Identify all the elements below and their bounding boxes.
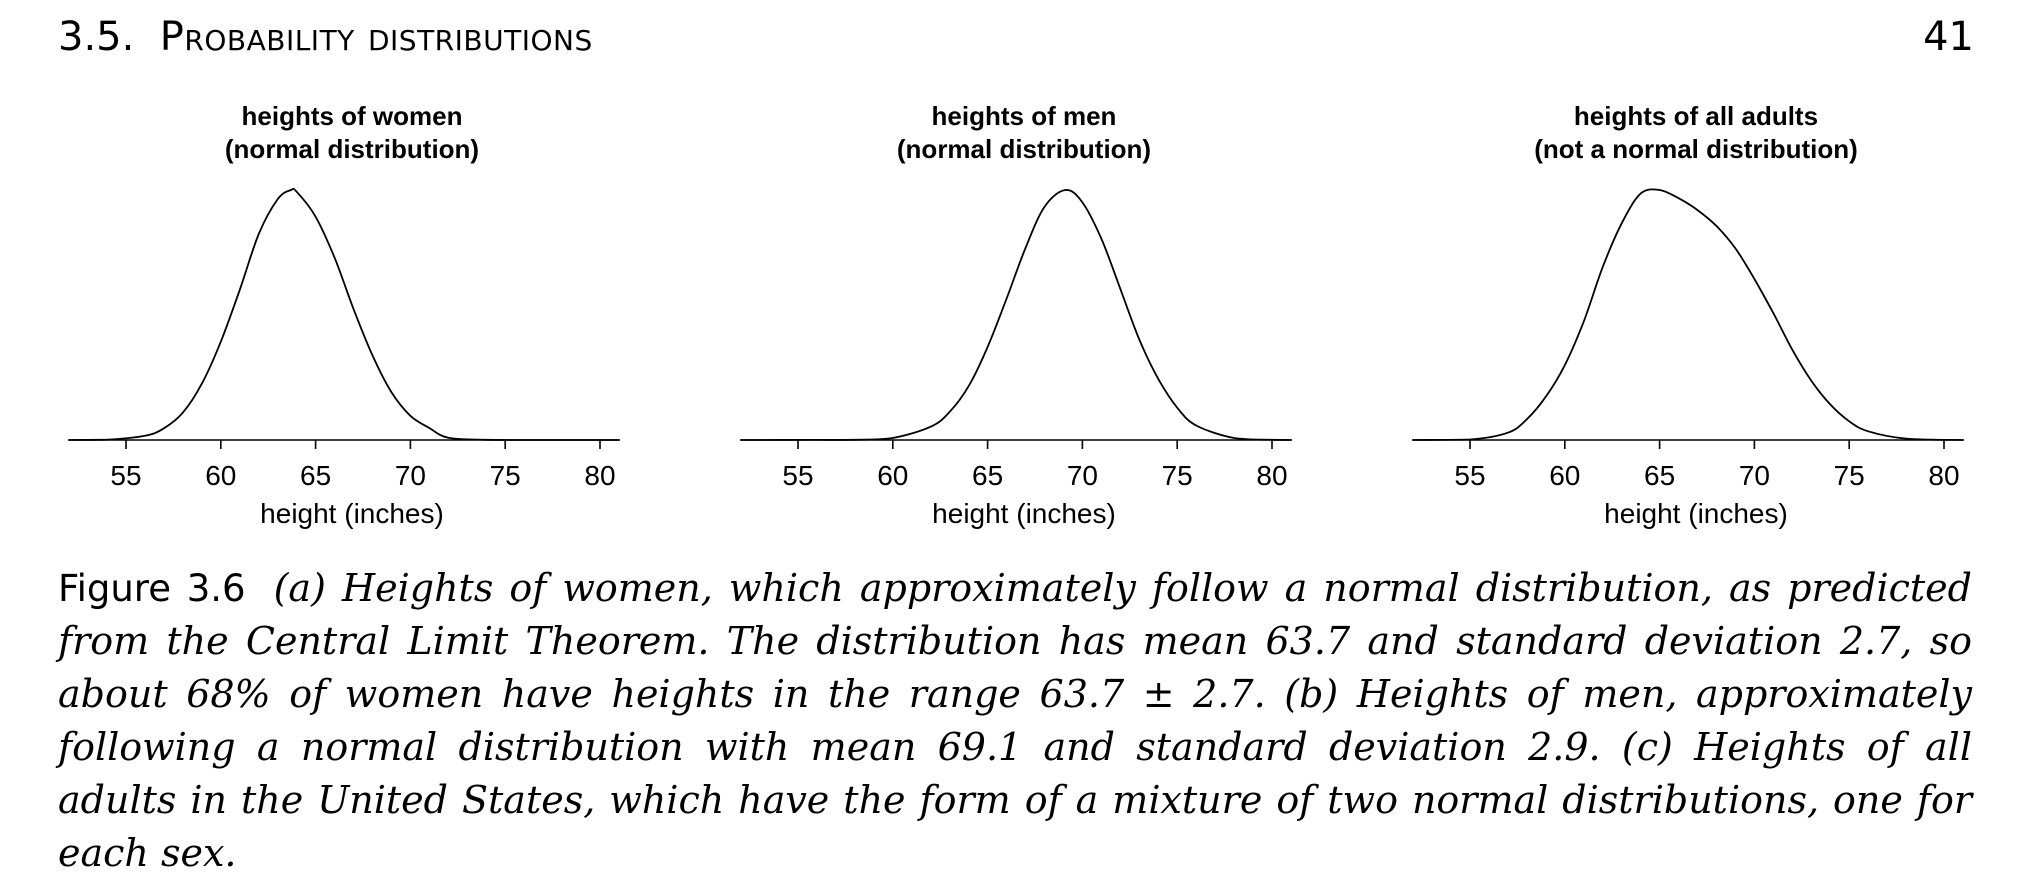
chart-title: heights of all adults [1574,101,1818,131]
x-tick-label-60: 60 [1549,460,1580,491]
x-tick-label-80: 80 [1928,460,1959,491]
x-tick-label-65: 65 [972,460,1003,491]
chart-title: heights of men [932,101,1117,131]
density-curve-1 [69,187,619,441]
caption-text: (a) Heights of women, which approximatel… [58,566,1972,875]
page-number: 41 [1923,14,1974,60]
x-tick-label-70: 70 [1739,460,1770,491]
x-tick-label-75: 75 [490,460,521,491]
x-axis-label: height (inches) [1604,498,1788,529]
figure-caption: Figure 3.6 (a) Heights of women, which a… [58,562,1972,880]
x-tick-label-65: 65 [1644,460,1675,491]
x-tick-label-55: 55 [782,460,813,491]
chart-subtitle: (normal distribution) [897,134,1151,164]
x-tick-label-65: 65 [300,460,331,491]
section-title: Probability distributions [159,14,593,60]
chart-subtitle: (not a normal distribution) [1534,134,1858,164]
figure-panels: heights of women(normal distribution)55 6… [68,101,1964,529]
x-tick-label-55: 55 [110,460,141,491]
x-tick-label-70: 70 [1067,460,1098,491]
chart-panel-2: heights of men(normal distribution) 55 60 6… [740,101,1292,529]
x-tick-label-75: 75 [1834,460,1865,491]
chart-subtitle: (normal distribution) [225,134,479,164]
chart-panel-1: heights of women(normal distribution) 55 6… [68,101,620,529]
x-tick-label-60: 60 [877,460,908,491]
x-tick-label-80: 80 [584,460,615,491]
running-header: 3.5. Probability distributions [58,12,593,62]
chart-title: heights of women [242,101,463,131]
x-tick-label-70: 70 [395,460,426,491]
density-curve-1 [1413,188,1964,441]
x-axis-label: height (inches) [932,498,1116,529]
section-number: 3.5. [58,14,135,60]
x-tick-label-75: 75 [1162,460,1193,491]
density-curve-1 [741,189,1292,441]
x-tick-label-80: 80 [1256,460,1287,491]
x-tick-label-60: 60 [205,460,236,491]
chart-panel-3: heights of all adults(not a normal distr… [1412,101,1964,529]
figure-label: Figure 3.6 [58,567,246,610]
x-axis-label: height (inches) [260,498,444,529]
x-tick-label-55: 55 [1454,460,1485,491]
